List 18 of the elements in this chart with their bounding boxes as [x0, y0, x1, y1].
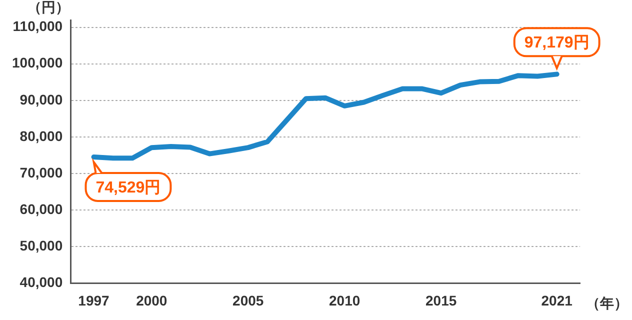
- y-axis-title: （円）: [28, 0, 70, 15]
- y-tick-label: 80,000: [20, 128, 63, 144]
- x-tick-label: 2021: [541, 292, 573, 308]
- y-tick-label: 40,000: [20, 274, 63, 290]
- y-tick-label: 60,000: [20, 200, 63, 217]
- y-tick-label: 110,000: [12, 18, 63, 34]
- y-tick-label: 90,000: [20, 91, 63, 108]
- x-axis-title: （年）: [586, 295, 628, 312]
- x-tick-label: 2010: [329, 292, 360, 308]
- y-tick-label: 50,000: [20, 238, 63, 254]
- x-tick-label: 2000: [136, 292, 168, 308]
- x-tick-label: 2015: [425, 292, 457, 308]
- x-tick-label: 2005: [232, 292, 264, 308]
- annotation: 74,529円: [96, 179, 161, 196]
- annotation: 97,179円: [524, 34, 590, 52]
- y-tick-label: 70,000: [20, 164, 63, 180]
- x-tick-label: 1997: [78, 292, 110, 308]
- y-tick-label: 100,000: [12, 54, 63, 71]
